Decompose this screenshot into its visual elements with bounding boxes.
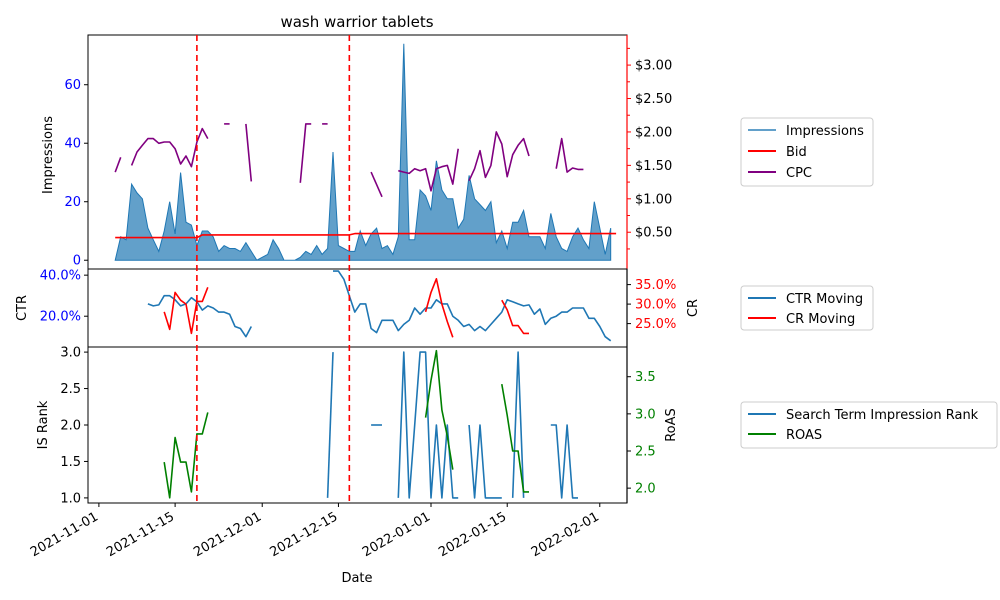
legend-label-ctr: CTR Moving — [786, 292, 863, 307]
x-tick-label-4: 2022-01-01 — [360, 509, 433, 560]
panel-top-ytick-left-label-2: 40 — [64, 137, 81, 152]
panel-middle-ytick-left-label-1: 40.0% — [40, 269, 81, 284]
search-term-impression-rank-line-2 — [397, 351, 459, 499]
chart-title: wash warrior tablets — [280, 13, 433, 31]
panel-bottom-ytick-left-label-2: 2.0 — [60, 419, 81, 434]
panel-middle-axes: 20.0% 40.0% 25.0% 30.0% 35.0% — [40, 268, 676, 348]
panel-top-ytick-right-label-0: $0.50 — [635, 226, 672, 241]
ctr-moving-line-0 — [147, 294, 253, 338]
panel-bottom-ytick-right-label-2: 3.0 — [635, 407, 656, 422]
legend-label-roas: ROAS — [786, 428, 822, 443]
panel-middle-ytick-left-label-0: 20.0% — [40, 310, 81, 325]
cpc-line-6 — [370, 171, 383, 198]
search-term-impression-rank-line-5 — [550, 424, 578, 499]
legend-middle: CTR Moving CR Moving — [740, 285, 874, 331]
panel-bottom-ylabel-right: RoAS — [664, 408, 679, 442]
search-term-impression-rank-line-0 — [326, 352, 334, 498]
x-tick-label-3: 2021-12-15 — [268, 509, 341, 560]
cpc-line-7 — [398, 148, 459, 192]
panel-bottom-ytick-left-label-0: 1.0 — [60, 491, 81, 506]
search-term-impression-rank-line-3 — [468, 424, 502, 499]
panel-bottom-ytick-right-label-1: 2.5 — [635, 445, 656, 460]
panel-middle-ytick-right-label-1: 30.0% — [635, 298, 676, 313]
roas-line-0 — [163, 412, 209, 499]
panel-bottom-axes: 1.0 1.5 2.0 2.5 3.0 2.0 2.5 3.0 3.5 — [60, 346, 655, 507]
panel-top-ytick-left-label-3: 60 — [64, 78, 81, 93]
legend-label-cr: CR Moving — [786, 312, 855, 327]
cr-moving-line-1 — [424, 277, 454, 338]
panel-middle-ylabel-right: CR — [686, 299, 701, 317]
panel-top: 0 20 40 60 $0.50 $1.00 $1.50 $2.00 $2.50 $3.00 Im… — [41, 34, 672, 270]
panel-middle: 20.0% 40.0% 25.0% 30.0% 35.0% CTR CR — [15, 268, 701, 348]
panel-bottom-ylabel-left: IS Rank — [36, 400, 51, 449]
panel-top-ytick-right-label-4: $2.50 — [635, 92, 672, 107]
ctr-moving-line-1 — [333, 270, 612, 342]
panel-top-ytick-right-label-5: $3.00 — [635, 59, 672, 74]
legend-bottom: Search Term Impression Rank ROAS — [740, 401, 998, 449]
panel-bottom-ytick-right-label-0: 2.0 — [635, 482, 656, 497]
cpc-line-8 — [468, 131, 530, 182]
legend-top: Impressions Bid CPC — [740, 117, 874, 187]
impressions-area — [114, 43, 612, 261]
legend-label-bid: Bid — [786, 145, 807, 160]
panel-top-ytick-right-label-3: $2.00 — [635, 125, 672, 140]
panel-top-data — [114, 43, 617, 261]
panel-top-ytick-left-label-0: 0 — [73, 254, 81, 269]
panel-top-axes: 0 20 40 60 $0.50 $1.00 $1.50 $2.00 $2.50 $3.00 — [64, 34, 672, 270]
bid-line-0 — [115, 232, 617, 239]
cpc-line-1 — [130, 127, 209, 168]
x-axis-ticks: 2021-11-01 2021-11-15 2021-12-01 2021-12-15… — [28, 503, 602, 560]
legend-top-frame — [740, 117, 874, 187]
panel-top-ytick-left-label-1: 20 — [64, 195, 81, 210]
cr-moving-line-2 — [501, 299, 529, 335]
cpc-line-3 — [245, 123, 253, 182]
cpc-line-9 — [555, 137, 584, 173]
panel-bottom: 1.0 1.5 2.0 2.5 3.0 2.0 2.5 3.0 3.5 IS Rank RoAS — [36, 346, 679, 507]
panel-top-ytick-right-label-1: $1.00 — [635, 192, 672, 207]
panel-middle-ytick-right-label-2: 35.0% — [635, 278, 676, 293]
panel-bottom-ytick-left-label-1: 1.5 — [60, 455, 81, 470]
panel-middle-data — [147, 270, 612, 342]
x-tick-label-2: 2021-12-01 — [191, 509, 264, 560]
legend-label-impressions: Impressions — [786, 124, 864, 139]
x-axis-label: Date — [341, 571, 372, 586]
panel-bottom-ytick-right-label-3: 3.5 — [635, 370, 656, 385]
x-tick-label-1: 2021-11-15 — [104, 509, 177, 560]
x-tick-label-5: 2022-01-15 — [436, 509, 509, 560]
legend-label-cpc: CPC — [786, 166, 812, 181]
roas-line-2 — [501, 383, 529, 493]
legend-label-is-rank: Search Term Impression Rank — [786, 408, 979, 423]
panel-middle-ylabel-left: CTR — [15, 295, 30, 321]
panel-top-ylabel-left: Impressions — [41, 116, 56, 194]
cr-moving-line-0 — [163, 287, 209, 335]
event-lines — [196, 35, 351, 503]
panel-bottom-ytick-left-label-3: 2.5 — [60, 382, 81, 397]
legend-bottom-frame — [740, 401, 998, 449]
panel-top-ytick-right-label-2: $1.50 — [635, 159, 672, 174]
panel-bottom-ytick-left-label-4: 3.0 — [60, 346, 81, 361]
x-tick-label-6: 2022-02-01 — [529, 509, 602, 560]
x-tick-label-0: 2021-11-01 — [28, 509, 101, 560]
search-term-impression-rank-line-4 — [511, 351, 525, 498]
panel-bottom-data — [163, 349, 578, 499]
roas-line-1 — [424, 349, 454, 470]
panel-middle-ytick-right-label-0: 25.0% — [635, 317, 676, 332]
cpc-line-4 — [299, 123, 312, 183]
cpc-line-0 — [114, 157, 122, 173]
panel-bottom-frame — [87, 346, 628, 504]
